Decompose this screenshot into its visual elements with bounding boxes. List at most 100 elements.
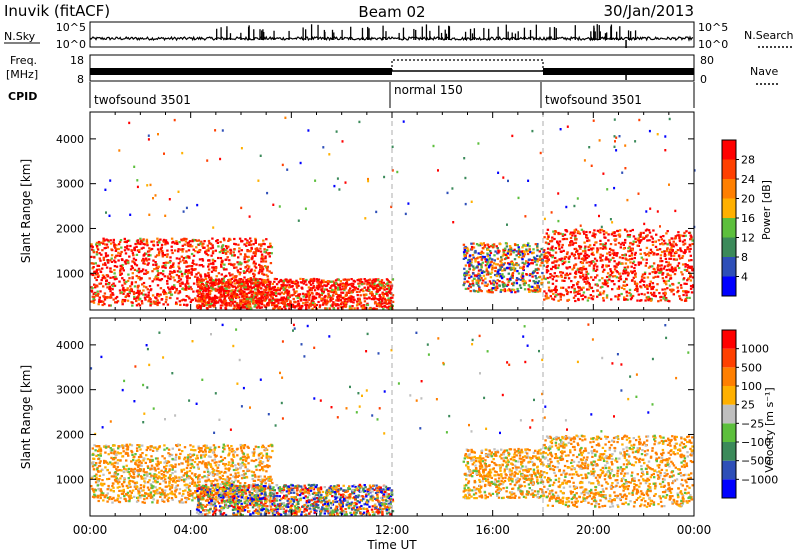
echo-cell — [154, 276, 157, 279]
colorbar-segment — [722, 276, 736, 296]
echo-cell — [147, 291, 150, 294]
echo-cell — [322, 302, 325, 305]
echo-cell — [563, 276, 567, 279]
echo-cell — [372, 295, 376, 298]
echo-cell — [670, 266, 674, 269]
echo-cell — [151, 294, 155, 297]
echo-cell — [133, 296, 136, 299]
echo-cell — [307, 306, 311, 309]
echo-cell — [317, 300, 320, 304]
echo-cell — [196, 251, 200, 254]
echo-cell — [648, 272, 651, 275]
echo-cell — [230, 450, 234, 453]
echo-cell — [465, 246, 469, 249]
echo-cell — [668, 239, 671, 242]
echo-cell — [128, 291, 131, 294]
echo-cell — [222, 277, 225, 280]
echo-cell — [219, 290, 222, 293]
echo-cell — [255, 468, 258, 471]
echo-cell — [147, 134, 150, 137]
echo-cell — [287, 290, 291, 293]
echo-cell — [175, 479, 179, 482]
echo-cell — [145, 259, 149, 262]
echo-cell — [227, 245, 230, 248]
echo-cell — [295, 295, 298, 298]
echo-cell — [483, 245, 486, 249]
echo-cell — [483, 255, 486, 259]
echo-cell — [350, 291, 353, 294]
echo-cell — [500, 264, 503, 267]
echo-cell — [243, 476, 246, 479]
echo-cell — [295, 286, 299, 289]
echo-cell — [624, 262, 628, 265]
echo-cell — [207, 287, 210, 290]
echo-cell — [320, 279, 324, 282]
echo-cell — [683, 252, 686, 255]
echo-cell — [633, 288, 637, 291]
echo-cell — [166, 253, 169, 256]
echo-cell — [137, 267, 141, 270]
echo-cell — [257, 285, 260, 288]
echo-cell — [579, 245, 583, 248]
echo-cell — [197, 285, 200, 288]
nave-tick-bottom: 0 — [700, 73, 707, 86]
echo-cell — [228, 296, 231, 299]
echo-cell — [146, 288, 149, 291]
echo-cell — [139, 277, 142, 280]
echo-cell — [589, 294, 592, 297]
echo-cell — [647, 266, 651, 269]
echo-cell — [237, 471, 240, 474]
echo-cell — [253, 300, 256, 303]
echo-cell — [272, 291, 275, 294]
freq-label-line1: Freq. — [10, 54, 37, 67]
echo-cell — [234, 243, 237, 246]
echo-cell — [492, 243, 496, 246]
echo-cell — [374, 297, 377, 300]
echo-cell — [146, 475, 149, 478]
echo-cell — [546, 259, 549, 262]
echo-cell — [661, 277, 665, 280]
echo-cell — [211, 237, 214, 240]
echo-cell — [260, 253, 264, 256]
echo-cell — [481, 270, 485, 273]
echo-cell — [252, 272, 255, 275]
echo-cell — [262, 273, 265, 276]
echo-cell — [676, 264, 679, 267]
echo-cell — [364, 217, 367, 220]
echo-cell — [130, 265, 133, 268]
echo-cell — [462, 257, 466, 260]
echo-cell — [584, 258, 587, 261]
echo-cell — [519, 266, 522, 269]
echo-cell — [276, 305, 279, 308]
echo-cell — [297, 307, 301, 310]
echo-cell — [203, 298, 206, 301]
echo-cell — [363, 300, 367, 303]
echo-cell — [176, 280, 179, 283]
echo-cell — [236, 302, 239, 305]
echo-cell — [647, 229, 651, 232]
echo-cell — [333, 284, 336, 287]
echo-cell — [581, 261, 584, 264]
echo-cell — [184, 283, 187, 286]
echo-cell — [287, 286, 291, 289]
echo-cell — [685, 230, 688, 233]
echo-cell — [162, 264, 166, 268]
echo-cell — [295, 284, 298, 287]
echo-cell — [515, 282, 519, 285]
echo-cell — [586, 239, 589, 243]
echo-cell — [142, 285, 146, 288]
echo-cell — [527, 261, 530, 264]
echo-cell — [185, 261, 188, 264]
echo-cell — [286, 168, 289, 171]
echo-cell — [310, 288, 313, 291]
echo-cell — [197, 297, 200, 300]
echo-cell — [168, 288, 171, 291]
echo-cell — [333, 184, 336, 188]
echo-cell — [490, 271, 494, 274]
echo-cell — [602, 292, 605, 295]
echo-cell — [572, 284, 575, 287]
echo-cell — [531, 289, 535, 292]
echo-cell — [364, 307, 367, 310]
echo-cell — [552, 275, 556, 278]
echo-cell — [104, 283, 108, 286]
